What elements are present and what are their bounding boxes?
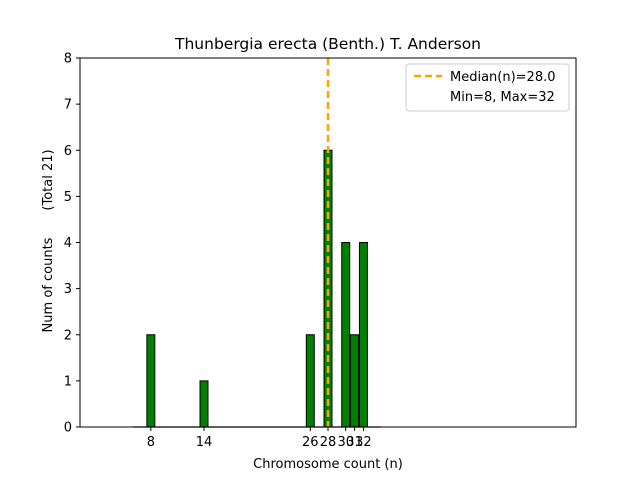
bar-32 [358, 242, 368, 428]
bar-31 [350, 334, 360, 428]
y-axis-label: Num of counts [41, 237, 56, 332]
bar-14 [199, 380, 209, 428]
x-tick-label-14: 14 [196, 435, 213, 450]
bar-8 [146, 334, 156, 428]
y-tick-label-7: 7 [64, 98, 72, 113]
x-tick-label-26: 26 [302, 435, 319, 450]
bars [146, 149, 368, 428]
y-axis-total-label: (Total 21) [41, 149, 56, 210]
chart-title: Thunbergia erecta (Benth.) T. Anderson [174, 35, 481, 53]
bar-30 [341, 242, 351, 428]
x-tick-label-30: 30 [337, 435, 354, 450]
legend-minmax-entry: Min=8, Max=32 [450, 90, 555, 105]
y-tick-label-3: 3 [64, 282, 72, 297]
y-tick-label-8: 8 [64, 52, 72, 67]
y-axis-ticks: 0 1 2 3 4 5 6 7 8 [64, 52, 80, 436]
x-axis-label: Chromosome count (n) [253, 457, 403, 472]
x-tick-label-31: 31 [346, 435, 363, 450]
legend-box [405, 63, 570, 112]
y-tick-label-0: 0 [64, 421, 72, 436]
bar-26 [305, 334, 315, 428]
legend-median-entry: Median(n)=28.0 [450, 70, 556, 85]
y-tick-label-1: 1 [64, 374, 72, 389]
x-tick-label-28: 28 [320, 435, 337, 450]
x-tick-label-8: 8 [147, 435, 155, 450]
y-tick-label-4: 4 [64, 236, 72, 251]
x-tick-label-32: 32 [355, 435, 372, 450]
y-tick-label-6: 6 [64, 144, 72, 159]
legend: Median(n)=28.0 Min=8, Max=32 [405, 63, 570, 112]
y-tick-label-5: 5 [64, 190, 72, 205]
y-tick-label-2: 2 [64, 328, 72, 343]
